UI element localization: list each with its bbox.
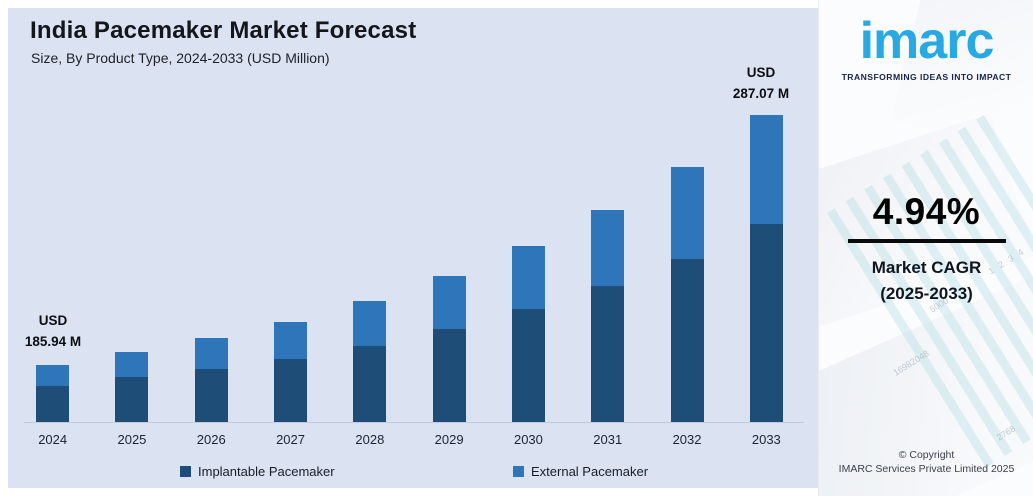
cagr-block: 4.94% Market CAGR (2025-2033) (819, 192, 1033, 307)
x-tick-2032: 2032 (672, 432, 702, 447)
segment-external-2024 (36, 365, 70, 386)
segment-external-2025 (115, 352, 149, 377)
bar-2026 (194, 338, 228, 422)
segment-external-2026 (194, 338, 228, 369)
bar-2024 (36, 365, 70, 422)
x-axis-line (24, 422, 804, 423)
bar-2032 (670, 167, 704, 422)
segment-external-2028 (353, 301, 387, 346)
annotation-2033: USD 287.07 M (706, 62, 816, 104)
x-tick-2026: 2026 (196, 432, 226, 447)
legend-label-external: External Pacemaker (531, 464, 649, 479)
bar-2033 (749, 115, 783, 422)
bar-slot-2032 (647, 167, 726, 422)
bar-slot-2033 (727, 115, 806, 422)
legend: Implantable Pacemaker External Pacemaker (8, 464, 818, 482)
segment-implantable-2027 (274, 359, 308, 422)
bar-2030 (511, 246, 545, 422)
x-tick-2033: 2033 (751, 432, 781, 447)
segment-implantable-2026 (194, 369, 228, 422)
chart-panel: India Pacemaker Market Forecast Size, By… (8, 8, 818, 488)
bar-2028 (353, 301, 387, 422)
cagr-label-line2: (2025-2033) (880, 284, 973, 303)
segment-implantable-2033 (749, 224, 783, 422)
legend-item-implantable: Implantable Pacemaker (180, 464, 335, 479)
segment-external-2032 (670, 167, 704, 259)
implantable-swatch-icon (180, 466, 191, 477)
bar-slot-2029 (409, 276, 488, 422)
bar-slot-2026 (172, 338, 251, 422)
segment-implantable-2028 (353, 346, 387, 422)
segment-implantable-2030 (511, 309, 545, 422)
segment-implantable-2025 (115, 377, 149, 422)
x-tick-2031: 2031 (593, 432, 623, 447)
imarc-logo-tagline: TRANSFORMING IDEAS INTO IMPACT (841, 71, 1012, 82)
external-swatch-icon (513, 466, 524, 477)
x-tick-2027: 2027 (276, 432, 305, 447)
bar-2025 (115, 352, 149, 422)
x-tick-2030: 2030 (513, 432, 543, 447)
cagr-value: 4.94% (872, 191, 981, 232)
segment-external-2031 (591, 210, 625, 286)
x-tick-2028: 2028 (355, 432, 385, 447)
year-axis: 2024 2025 2026 2027 2028 2029 2030 2031 2032 2033 (13, 432, 806, 447)
annotation-2024-currency: USD (38, 313, 68, 328)
legend-item-external: External Pacemaker (513, 464, 648, 479)
segment-external-2033 (749, 115, 783, 224)
segment-implantable-2029 (432, 329, 466, 422)
imarc-logo: imarc TRANSFORMING IDEAS INTO IMPACT (819, 0, 1033, 82)
legend-label-implantable: Implantable Pacemaker (198, 464, 335, 479)
copyright: © Copyright IMARC Services Private Limit… (819, 448, 1033, 476)
imarc-logo-text: imarc (859, 12, 995, 70)
annotation-2033-currency: USD (746, 65, 776, 80)
annotation-2024-value: 185.94 M (24, 334, 82, 349)
bar-group (13, 92, 806, 422)
segment-implantable-2032 (670, 259, 704, 422)
bar-2029 (432, 276, 466, 422)
bar-slot-2031 (568, 210, 647, 422)
x-tick-2024: 2024 (38, 432, 68, 447)
bar-slot-2028 (330, 301, 409, 422)
x-tick-2029: 2029 (434, 432, 464, 447)
bar-slot-2030 (489, 246, 568, 422)
segment-external-2027 (274, 322, 308, 359)
brand-panel: 1 2 3 4 16982048 2768 5000 imarc TRANSFO… (818, 0, 1033, 496)
segment-external-2030 (511, 246, 545, 309)
copyright-line1: © Copyright (898, 449, 955, 461)
bar-2027 (274, 322, 308, 422)
annotation-2024: USD 185.94 M (8, 310, 98, 352)
cagr-divider (847, 239, 1006, 243)
chart-subtitle: Size, By Product Type, 2024-2033 (USD Mi… (31, 50, 330, 66)
annotation-2033-value: 287.07 M (732, 86, 790, 101)
chart-title: India Pacemaker Market Forecast (30, 17, 417, 44)
segment-implantable-2031 (591, 286, 625, 422)
segment-implantable-2024 (36, 386, 70, 422)
bar-slot-2025 (92, 352, 171, 422)
bar-slot-2024 (13, 365, 92, 422)
copyright-line2: IMARC Services Private Limited 2025 (838, 463, 1015, 475)
cagr-label-line1: Market CAGR (871, 258, 982, 277)
segment-external-2029 (432, 276, 466, 329)
bar-2031 (591, 210, 625, 422)
bar-slot-2027 (251, 322, 330, 422)
x-tick-2025: 2025 (117, 432, 147, 447)
